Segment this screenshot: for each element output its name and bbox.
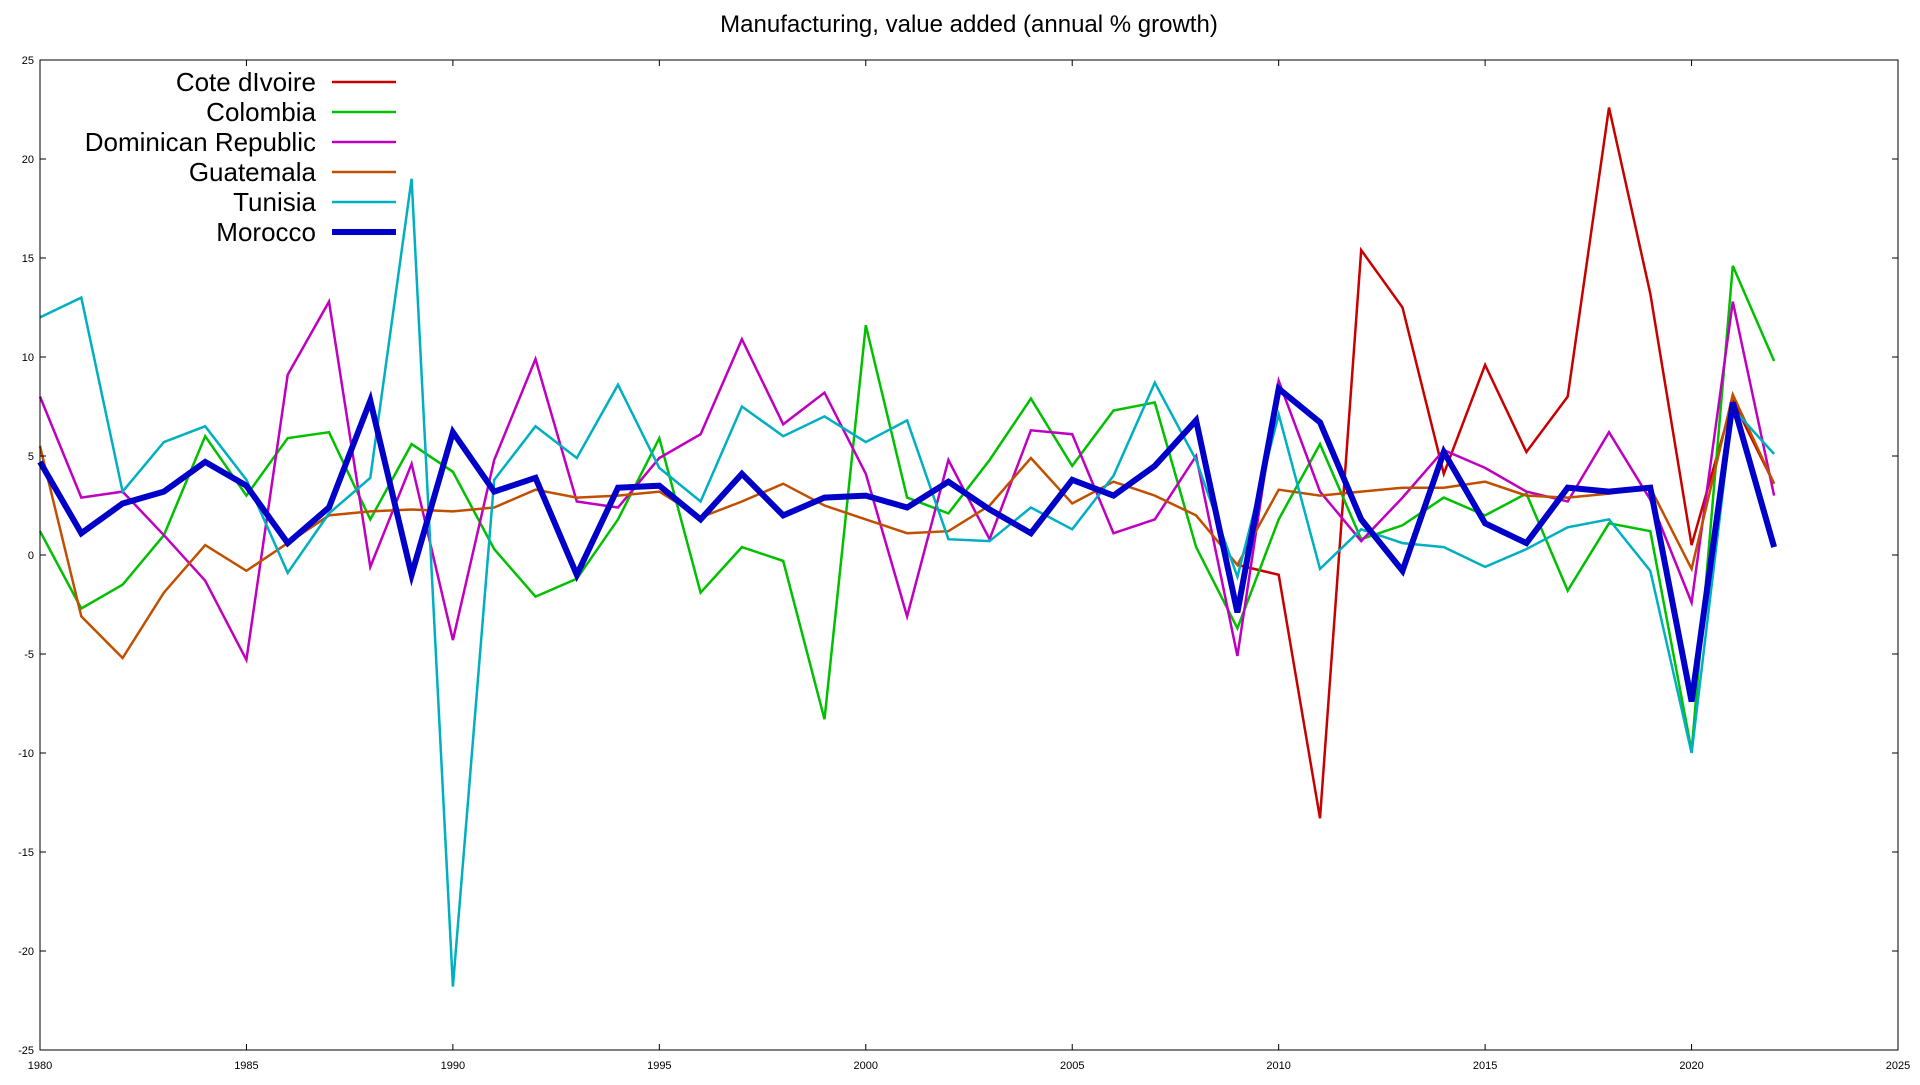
- legend-label-tunisia: Tunisia: [233, 187, 316, 217]
- plot-lines: [37, 107, 1777, 987]
- chart-title: Manufacturing, value added (annual % gro…: [720, 11, 1218, 38]
- x-tick-label: 2015: [1473, 1060, 1497, 1072]
- x-tick-label: 2005: [1060, 1060, 1084, 1072]
- x-tick-label: 1990: [441, 1060, 465, 1072]
- y-tick-label: -10: [18, 748, 34, 760]
- x-tick-label: 1995: [647, 1060, 671, 1072]
- x-tick-label: 1980: [28, 1060, 52, 1072]
- series-line-morocco: [37, 383, 1777, 703]
- y-tick-label: 10: [22, 352, 34, 364]
- axis-ticks: 1980 1985 1990 1995 2000 2005 2010 2015 2020 2025…: [18, 55, 1910, 1072]
- series-line-cote-divoire: [1237, 107, 1776, 819]
- x-tick-label: 2000: [854, 1060, 878, 1072]
- y-tick-label: -5: [24, 649, 34, 661]
- y-tick-label: -25: [18, 1045, 34, 1057]
- series-line-tunisia: [39, 178, 1776, 987]
- x-tick-label: 1985: [234, 1060, 258, 1072]
- legend-label-dominican-republic: Dominican Republic: [85, 127, 316, 157]
- legend-label-colombia: Colombia: [206, 97, 316, 127]
- x-tick-label: 2010: [1266, 1060, 1290, 1072]
- x-tick-label: 2025: [1886, 1060, 1910, 1072]
- series-line-dominican-republic: [38, 297, 1776, 664]
- y-tick-label: 25: [22, 55, 34, 67]
- legend-label-guatemala: Guatemala: [189, 157, 317, 187]
- x-tick-label: 2020: [1679, 1060, 1703, 1072]
- y-tick-label: 0: [28, 550, 34, 562]
- y-tick-label: 5: [28, 451, 34, 463]
- y-tick-label: 20: [22, 154, 34, 166]
- legend-label-morocco: Morocco: [216, 217, 316, 247]
- y-tick-label: -15: [18, 847, 34, 859]
- y-tick-label: -20: [18, 946, 34, 958]
- y-tick-label: 15: [22, 253, 34, 265]
- series-line-colombia: [38, 265, 1776, 752]
- legend-label-cote-divoire: Cote dIvoire: [176, 67, 316, 97]
